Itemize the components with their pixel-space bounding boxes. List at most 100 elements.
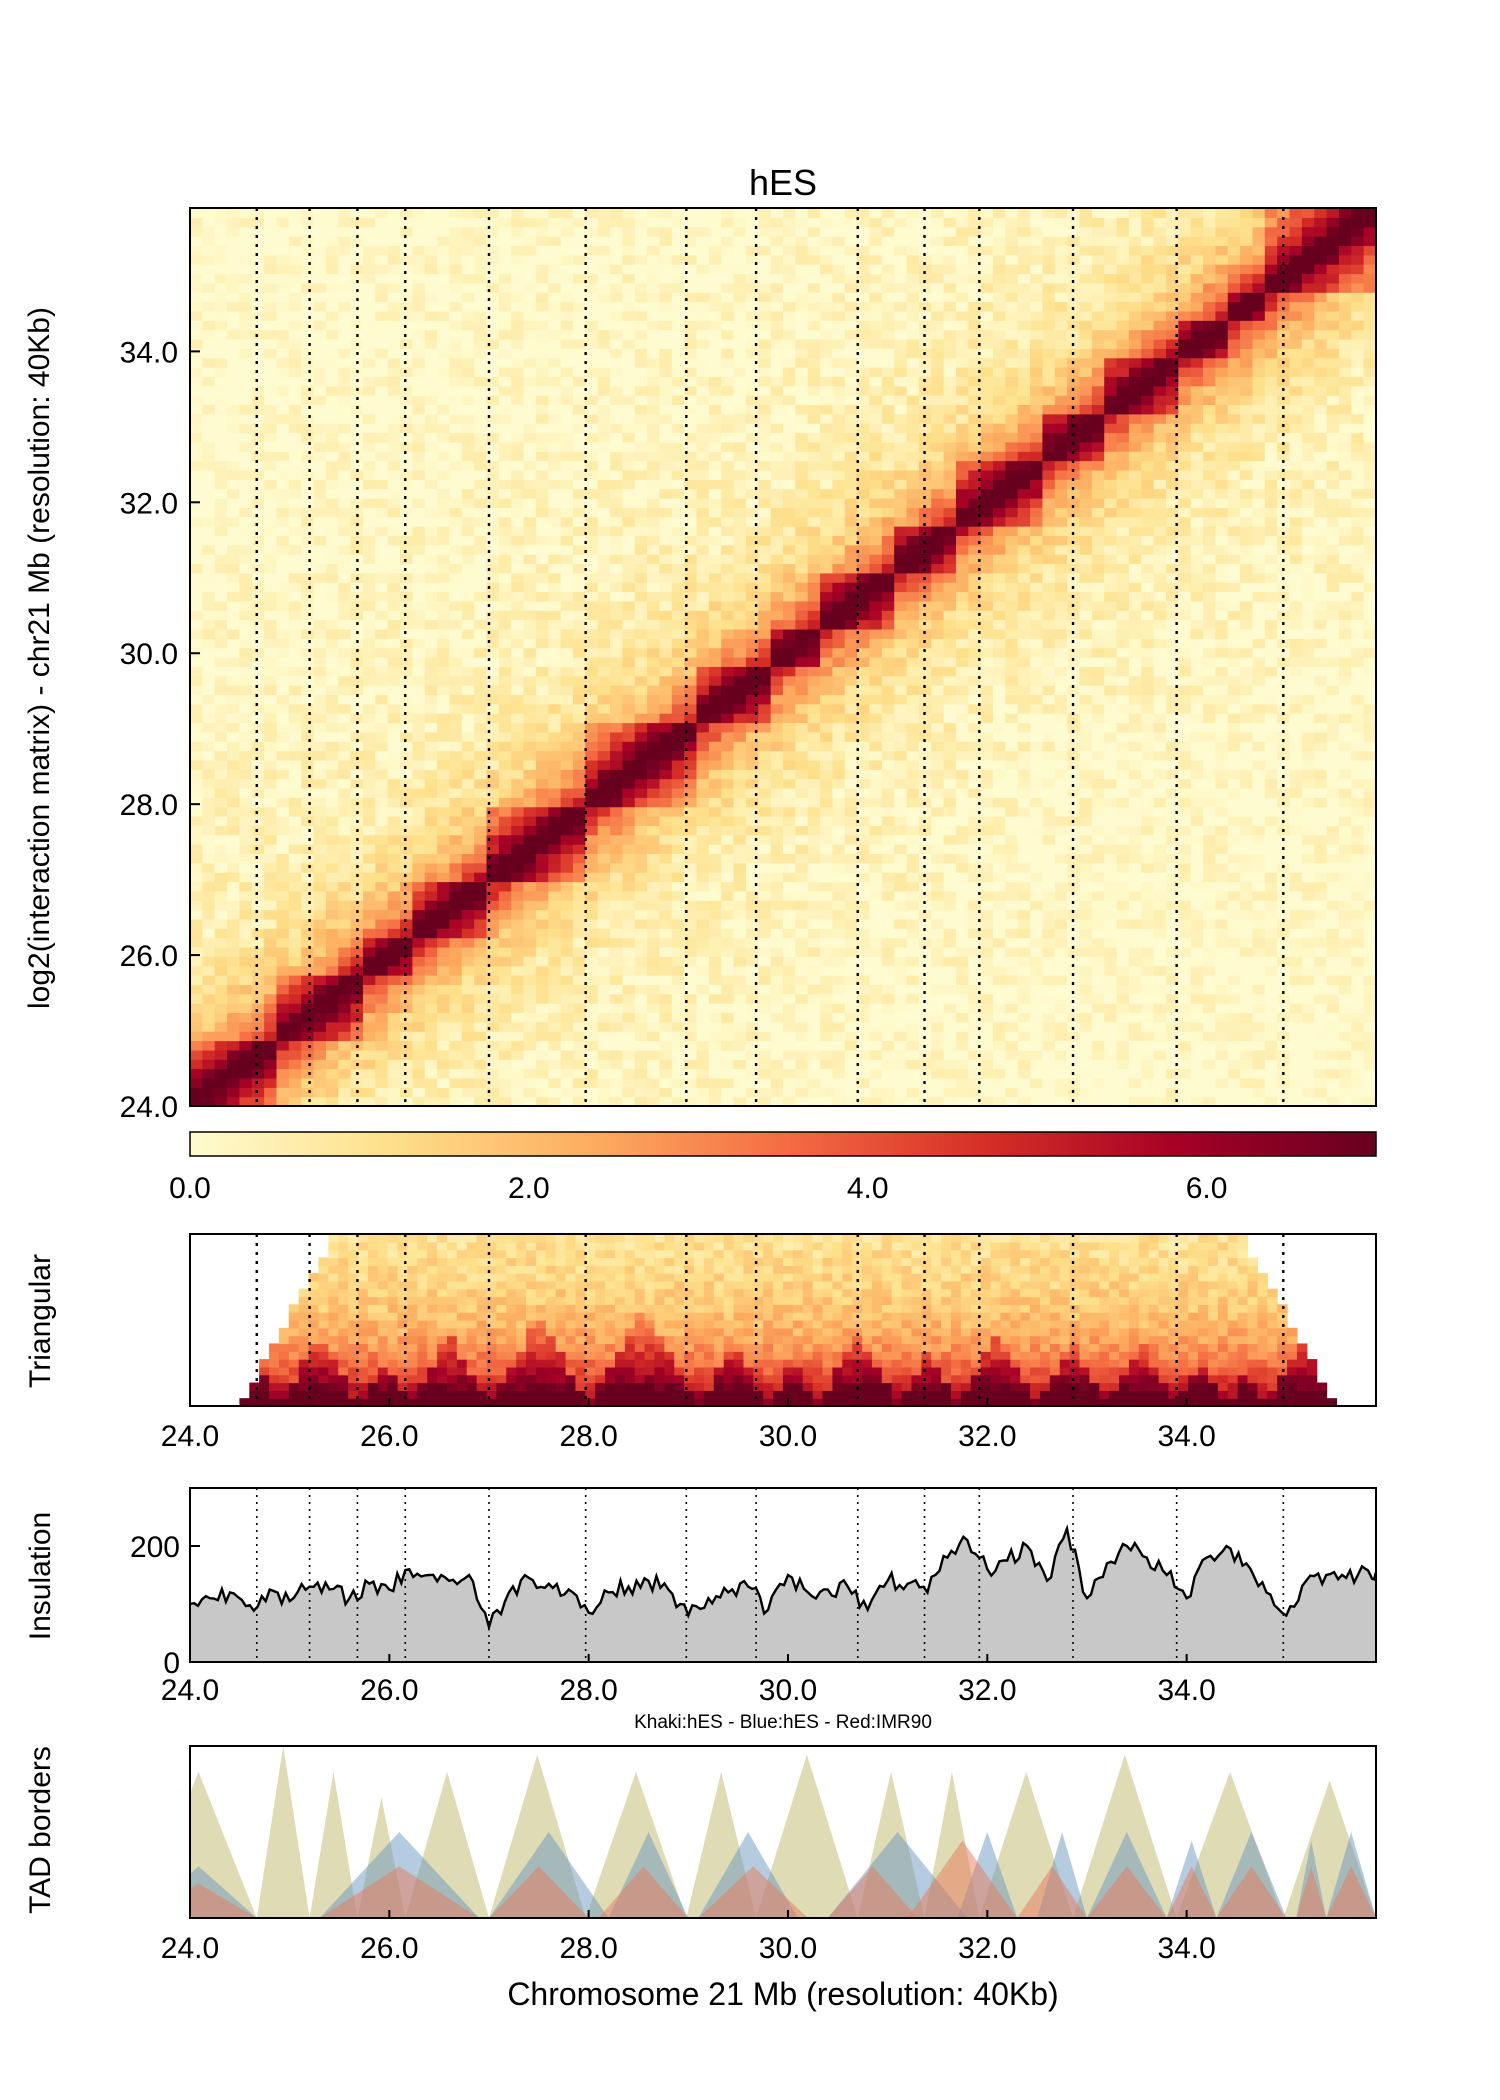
heatmap-cell [474,423,488,434]
heatmap-cell [325,591,339,602]
heatmap-cell [659,975,673,985]
heatmap-cell [288,460,302,471]
heatmap-cell [535,1021,549,1032]
heatmap-cell [227,479,241,490]
heatmap-cell [424,320,438,331]
heatmap-cell [597,423,611,434]
heatmap-cell [313,563,327,574]
heatmap-cell [239,572,253,583]
heatmap-cell [560,900,574,911]
heatmap-cell [708,825,722,836]
heatmap-cell [610,563,623,574]
heatmap-cell [548,909,562,920]
heatmap-cell [400,797,413,808]
heatmap-cell [560,844,574,855]
heatmap-cell [424,1087,438,1098]
heatmap-cell [721,872,735,883]
heatmap-cell [548,722,562,733]
heatmap-cell [276,301,290,312]
heatmap-cell [820,741,834,752]
heatmap-cell [684,956,698,967]
heatmap-cell [572,329,586,340]
heatmap-cell [387,507,401,518]
heatmap-cell [375,909,389,920]
heatmap-cell [461,797,475,808]
heatmap-cell [301,806,315,817]
heatmap-cell [696,423,710,434]
heatmap-cell [449,301,463,312]
heatmap-cell [239,310,253,321]
heatmap-cell [560,301,574,312]
heatmap-cell [412,619,426,630]
heatmap-cell [758,367,772,377]
heatmap-cell [424,619,438,630]
heatmap-cell [412,937,426,948]
heatmap-cell [486,469,500,480]
heatmap-cell [758,1012,772,1023]
heatmap-cell [264,507,278,518]
heatmap-cell [301,975,315,985]
heatmap-cell [523,956,537,967]
heatmap-cell [474,497,488,508]
heatmap-cell [696,572,710,583]
heatmap-cell [610,582,623,593]
heatmap-cell [288,1096,302,1106]
heatmap-cell [696,993,710,1004]
heatmap-cell [239,666,253,677]
heatmap-cell [745,872,759,883]
heatmap-cell [523,928,537,939]
heatmap-cell [400,984,413,995]
heatmap-cell [338,395,352,406]
heatmap-cell [820,554,834,565]
heatmap-cell [733,628,747,639]
heatmap-cell [338,507,352,518]
heatmap-cell [202,1077,216,1088]
heatmap-cell [239,1021,253,1032]
heatmap-cell [461,825,475,836]
heatmap-cell [486,544,500,555]
heatmap-cell [288,657,302,667]
heatmap-cell [400,928,413,939]
heatmap-cell [807,937,821,948]
heatmap-cell [412,554,426,565]
heatmap-cell [325,544,339,555]
heatmap-cell [486,404,500,415]
heatmap-cell [622,423,636,434]
heatmap-cell [535,1031,549,1042]
heatmap-cell [572,657,586,667]
heatmap-cell [622,984,636,995]
heatmap-cell [721,497,735,508]
heatmap-cell [820,750,834,761]
heatmap-cell [486,301,500,312]
heatmap-cell [264,881,278,892]
heatmap-cell [227,432,241,443]
heatmap-cell [486,432,500,443]
heatmap-cell [190,423,203,434]
heatmap-cell [585,975,599,985]
heatmap-cell [548,834,562,845]
heatmap-cell [412,713,426,724]
heatmap-cell [758,657,772,667]
heatmap-cell [325,993,339,1004]
heatmap-cell [227,975,241,985]
heatmap-cell [486,918,500,929]
heatmap-cell [190,928,203,939]
heatmap-cell [350,703,364,714]
heatmap-cell [610,348,623,359]
heatmap-cell [498,301,512,312]
heatmap-cell [708,1096,722,1106]
heatmap-cell [338,619,352,630]
heatmap-cell [758,862,772,873]
heatmap-cell [745,937,759,948]
heatmap-cell [511,844,525,855]
heatmap-cell [375,694,389,705]
heatmap-cell [362,460,376,471]
heatmap-cell [807,750,821,761]
heatmap-cell [758,675,772,686]
heatmap-cell [647,423,661,434]
heatmap-cell [498,348,512,359]
heatmap-cell [610,488,623,499]
heatmap-cell [288,975,302,985]
heatmap-cell [795,600,809,611]
heatmap-cell [362,993,376,1004]
